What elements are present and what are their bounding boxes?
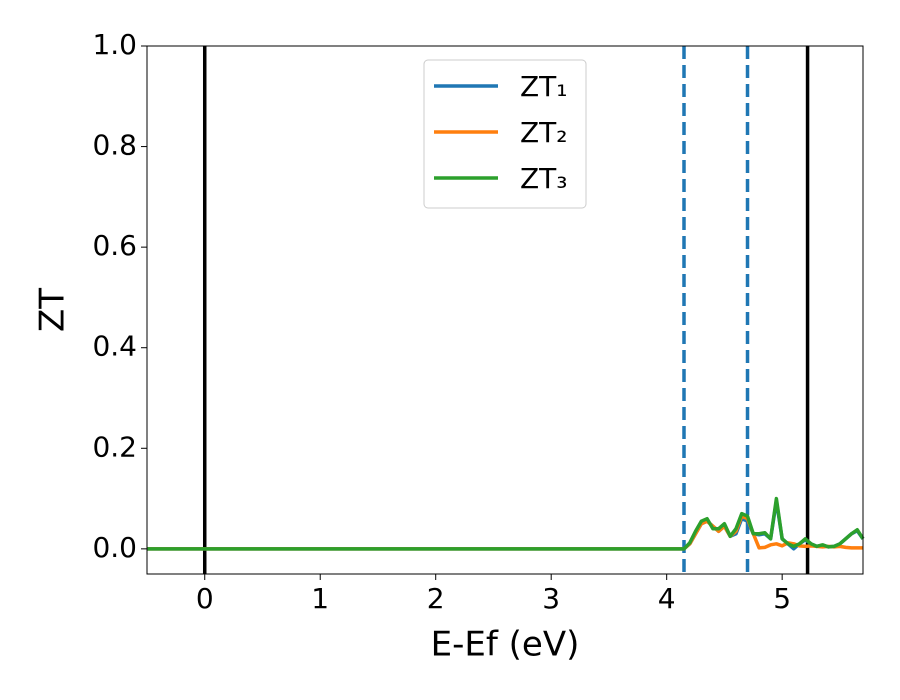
legend-label: ZT₁ — [520, 70, 568, 103]
x-axis-label: E-Ef (eV) — [431, 625, 580, 665]
series-line — [147, 496, 865, 551]
y-tick-label: 1.0 — [92, 28, 137, 61]
y-tick-label: 0.0 — [92, 531, 137, 564]
x-tick-label: 0 — [196, 582, 214, 615]
x-tick-label: 1 — [311, 582, 329, 615]
y-tick-label: 0.4 — [92, 330, 137, 363]
x-tick-label: 2 — [427, 582, 445, 615]
x-tick-label: 5 — [773, 582, 791, 615]
y-tick-label: 0.8 — [92, 129, 137, 162]
plot-frame — [146, 45, 864, 575]
x-tick-label: 4 — [658, 582, 676, 615]
legend-box — [423, 59, 587, 209]
legend-label: ZT₂ — [520, 116, 568, 149]
x-tick-label: 3 — [542, 582, 560, 615]
legend-label: ZT₃ — [520, 162, 568, 195]
y-axis-label: ZT — [33, 288, 73, 332]
y-tick-label: 0.6 — [92, 229, 137, 262]
y-tick-label: 0.2 — [92, 430, 137, 463]
